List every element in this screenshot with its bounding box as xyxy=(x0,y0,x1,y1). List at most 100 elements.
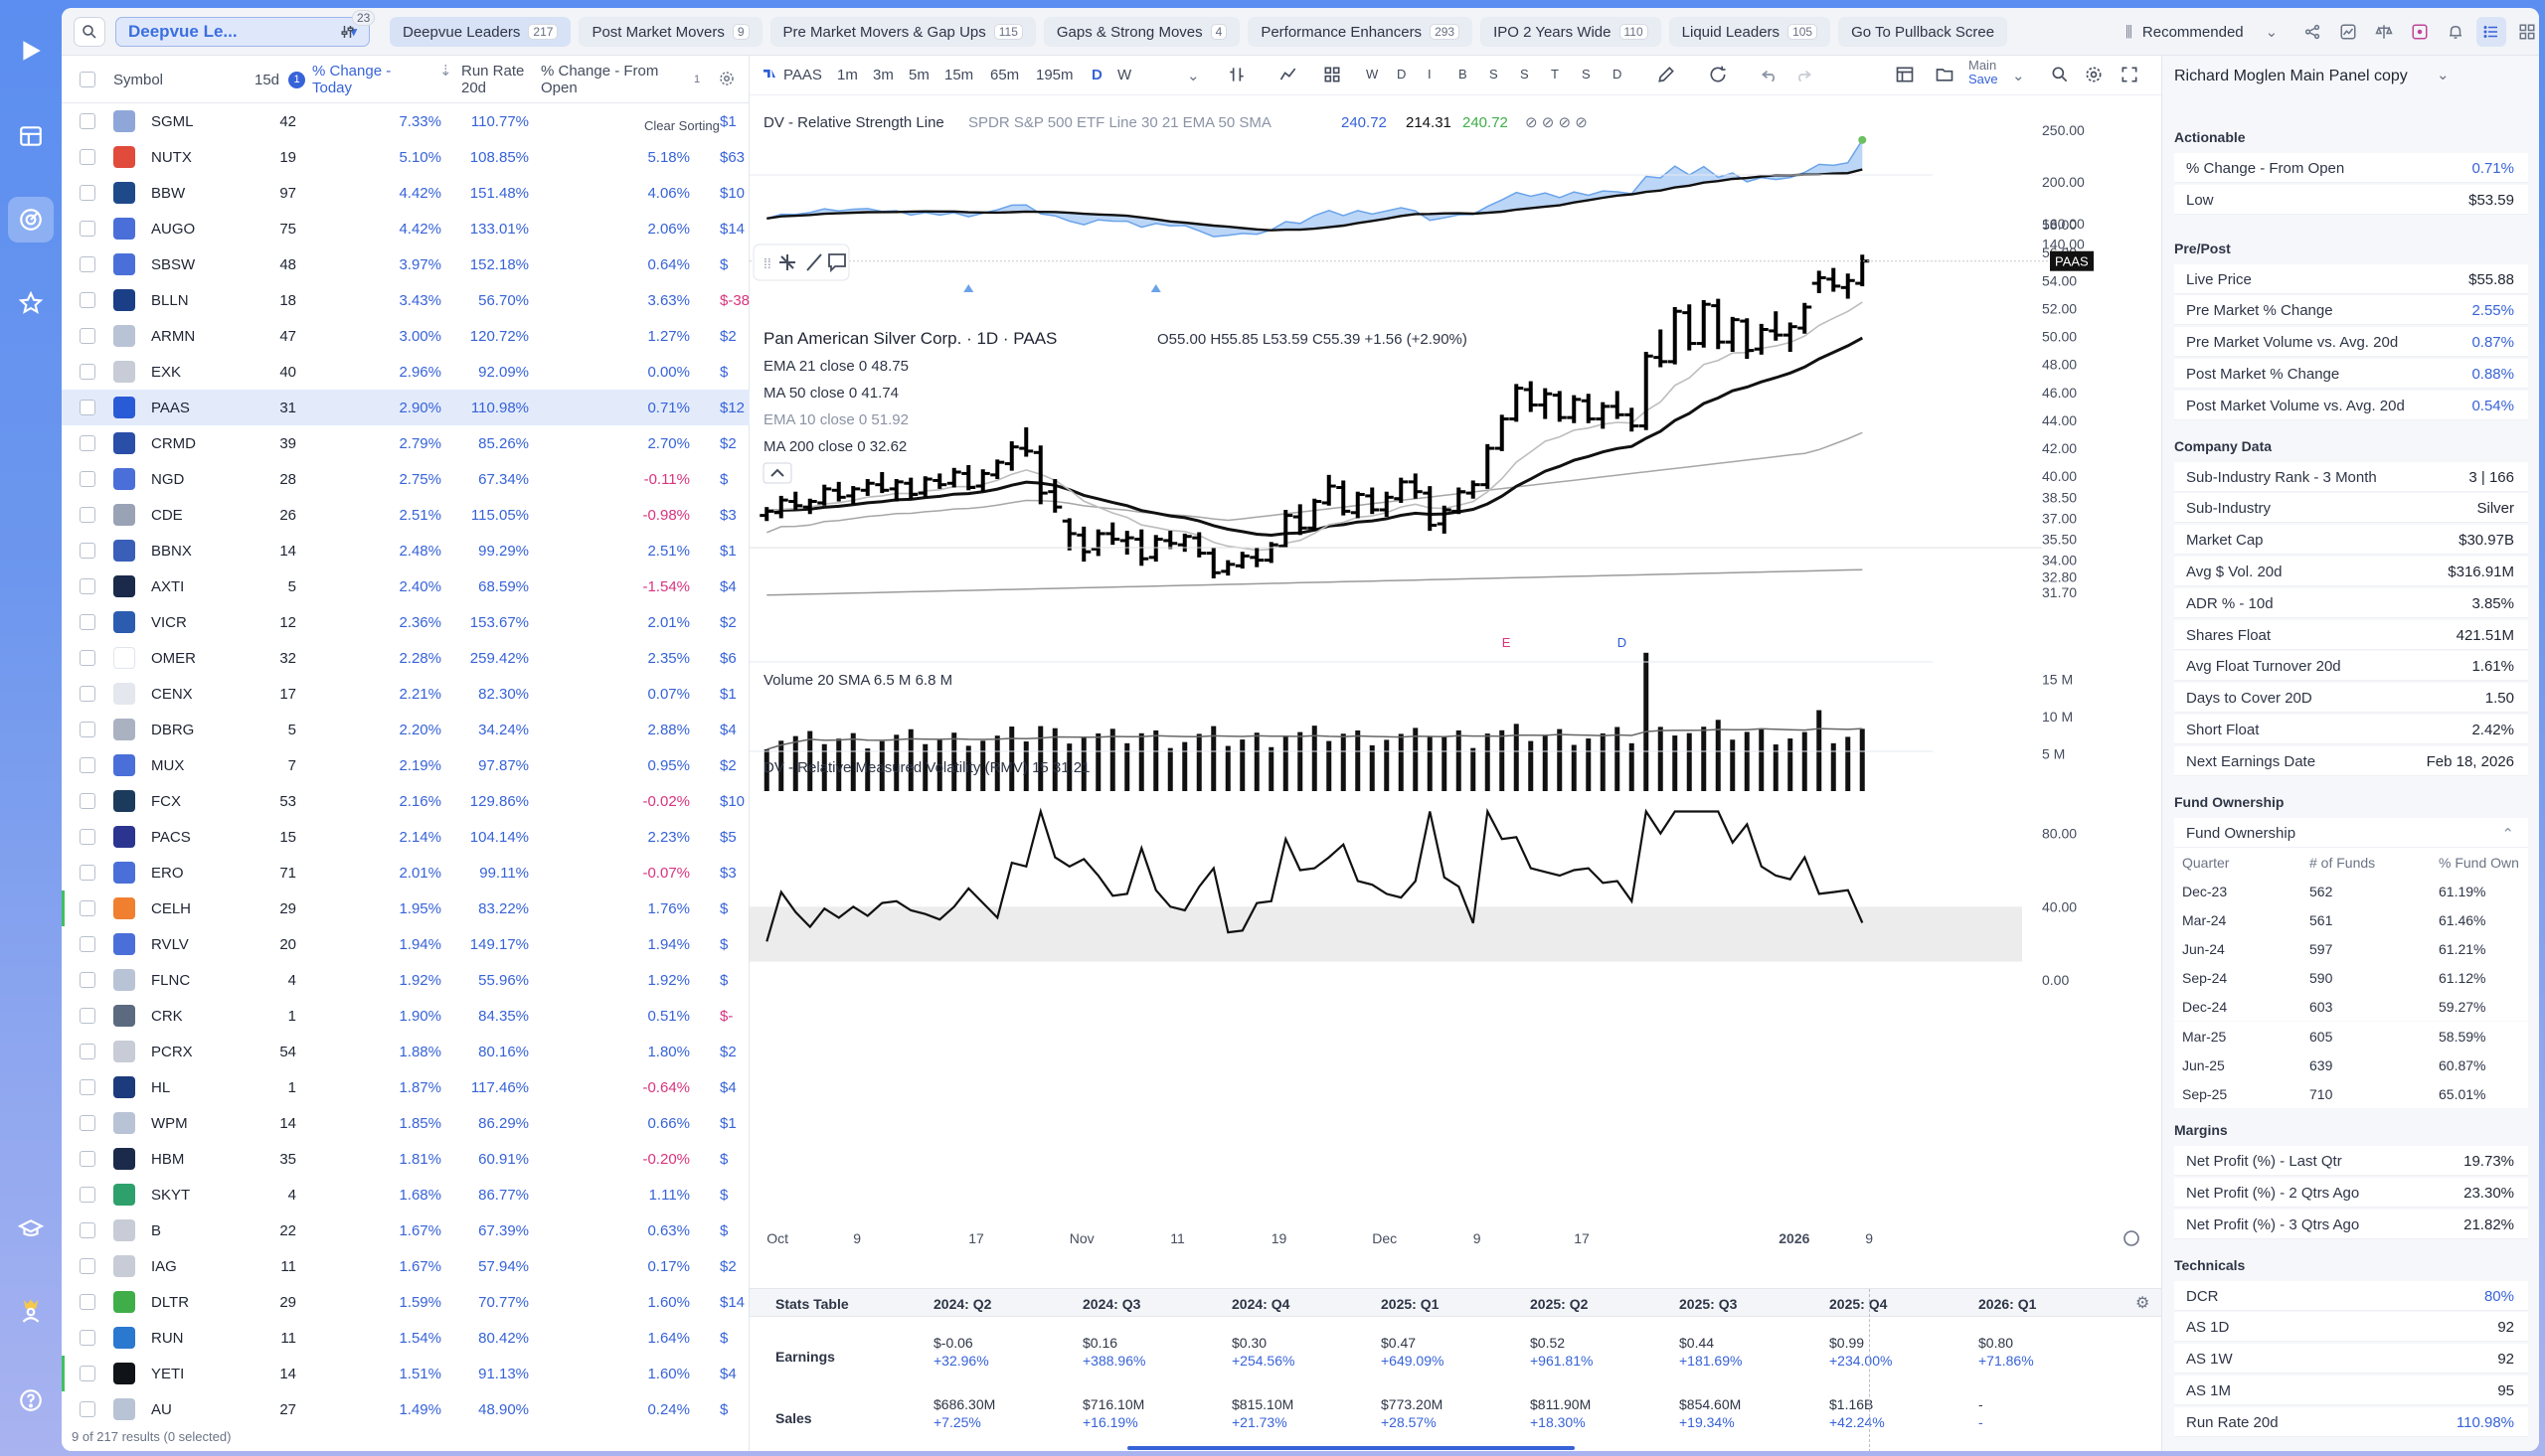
table-row[interactable]: NUTX 19 5.10% 108.85% 5.18% $63 xyxy=(62,139,750,175)
education-icon[interactable] xyxy=(8,1207,54,1252)
undo-icon[interactable] xyxy=(1760,65,1780,88)
company-row[interactable]: Market Cap $30.97B xyxy=(2174,525,2528,556)
row-checkbox[interactable] xyxy=(80,686,95,702)
panel-title[interactable]: Richard Moglen Main Panel copy xyxy=(2174,68,2408,84)
tab-5[interactable]: IPO 2 Years Wide 110 xyxy=(1480,17,1661,47)
scan-icon[interactable] xyxy=(8,197,54,243)
table-row[interactable]: ARMN 47 3.00% 120.72% 1.27% $2 xyxy=(62,318,750,354)
row-checkbox[interactable] xyxy=(80,149,95,165)
col-run-rate[interactable]: Run Rate 20d xyxy=(461,63,525,96)
table-row[interactable]: RUN 11 1.54% 80.42% 1.64% $ xyxy=(62,1320,750,1356)
row-checkbox[interactable] xyxy=(80,1079,95,1095)
table-row[interactable]: WPM 14 1.85% 86.29% 0.66% $1 xyxy=(62,1105,750,1141)
refresh-icon[interactable] xyxy=(1708,65,1728,88)
tech-row[interactable]: DCR 80% xyxy=(2174,1280,2528,1311)
col-change-today[interactable]: % Change - Today xyxy=(312,63,392,96)
row-checkbox[interactable] xyxy=(80,1366,95,1381)
interval-65m[interactable]: 65m xyxy=(990,67,1020,83)
row-checkbox[interactable] xyxy=(80,578,95,594)
table-row[interactable]: CRK 1 1.90% 84.35% 0.51% $- xyxy=(62,998,750,1034)
indicators-icon[interactable] xyxy=(1278,65,1298,88)
drag-handle-icon[interactable]: ⁞⁞ xyxy=(764,255,771,271)
interval-3m[interactable]: 3m xyxy=(873,67,894,83)
table-row[interactable]: AUGO 75 4.42% 133.01% 2.06% $14 xyxy=(62,211,750,246)
col-symbol[interactable]: Symbol xyxy=(113,72,164,88)
row-checkbox[interactable] xyxy=(80,614,95,630)
company-row[interactable]: ADR % - 10d 3.85% xyxy=(2174,587,2528,618)
interval-W[interactable]: W xyxy=(1117,67,1132,83)
table-row[interactable]: FLNC 4 1.92% 55.96% 1.92% $ xyxy=(62,962,750,998)
filter-button[interactable]: 23 xyxy=(330,10,376,47)
bars-style-icon[interactable] xyxy=(1227,65,1247,88)
row-checkbox[interactable] xyxy=(80,900,95,916)
tab-6[interactable]: Liquid Leaders 105 xyxy=(1668,17,1831,47)
table-row[interactable]: OMER 32 2.28% 259.42% 2.35% $6 xyxy=(62,640,750,676)
table-row[interactable]: B 22 1.67% 67.39% 0.63% $ xyxy=(62,1213,750,1248)
period-letter[interactable]: W xyxy=(1366,67,1379,81)
grid-view-icon[interactable] xyxy=(2512,17,2539,47)
redo-icon[interactable] xyxy=(1793,65,1813,88)
row-checkbox[interactable] xyxy=(80,650,95,666)
tab-3[interactable]: Gaps & Strong Moves 4 xyxy=(1043,17,1241,47)
margins-row[interactable]: Net Profit (%) - 2 Qtrs Ago 23.30% xyxy=(2174,1178,2528,1208)
actionable-row[interactable]: % Change - From Open 0.71% xyxy=(2174,153,2528,183)
company-row[interactable]: Sub-Industry Rank - 3 Month 3 | 166 xyxy=(2174,461,2528,492)
row-checkbox[interactable] xyxy=(80,1401,95,1417)
settings-icon[interactable] xyxy=(2084,65,2104,88)
col-change-open[interactable]: % Change - From Open xyxy=(541,63,659,96)
layout-name[interactable]: Main Save xyxy=(1968,59,1998,86)
tech-row[interactable]: AS 1D 92 xyxy=(2174,1312,2528,1343)
folder-icon[interactable] xyxy=(1935,65,1954,88)
row-checkbox[interactable] xyxy=(80,1258,95,1274)
table-row[interactable]: NGD 28 2.75% 67.34% -0.11% $ xyxy=(62,461,750,497)
row-checkbox[interactable] xyxy=(80,471,95,487)
table-row[interactable]: SKYT 4 1.68% 86.77% 1.11% $ xyxy=(62,1177,750,1213)
tech-row[interactable]: AS 1M 95 xyxy=(2174,1375,2528,1405)
company-row[interactable]: Avg Float Turnover 20d 1.61% xyxy=(2174,651,2528,682)
row-checkbox[interactable] xyxy=(80,829,95,845)
row-checkbox[interactable] xyxy=(80,1044,95,1059)
price-chart[interactable]: ED 250.00200.00160.00140.0058.0056.0054.… xyxy=(750,95,2161,1288)
period-letter[interactable]: D xyxy=(1612,67,1622,81)
table-row[interactable]: IAG 11 1.67% 57.94% 0.17% $2 xyxy=(62,1248,750,1284)
row-checkbox[interactable] xyxy=(80,793,95,809)
interval-5m[interactable]: 5m xyxy=(909,67,930,83)
help-icon[interactable] xyxy=(8,1377,54,1423)
prepost-row[interactable]: Pre Market % Change 2.55% xyxy=(2174,295,2528,326)
interval-1m[interactable]: 1m xyxy=(837,67,858,83)
collapse-legend-button[interactable] xyxy=(763,462,792,484)
scale-icon[interactable] xyxy=(2369,17,2399,47)
table-row[interactable]: PACS 15 2.14% 104.14% 2.23% $5 xyxy=(62,819,750,855)
row-checkbox[interactable] xyxy=(80,400,95,415)
row-checkbox[interactable] xyxy=(80,1187,95,1203)
actionable-row[interactable]: Low $53.59 xyxy=(2174,184,2528,215)
sort-dropdown[interactable]: Recommended xyxy=(2141,23,2244,41)
prepost-row[interactable]: Post Market Volume vs. Avg. 20d 0.54% xyxy=(2174,390,2528,420)
layout-icon[interactable] xyxy=(8,113,54,159)
row-checkbox[interactable] xyxy=(80,936,95,952)
col-rank[interactable]: 15d xyxy=(254,72,280,88)
margins-row[interactable]: Net Profit (%) - Last Qtr 19.73% xyxy=(2174,1146,2528,1177)
company-row[interactable]: Short Float 2.42% xyxy=(2174,715,2528,744)
table-row[interactable]: AU 27 1.49% 48.90% 0.24% $ xyxy=(62,1391,750,1427)
row-checkbox[interactable] xyxy=(80,435,95,451)
table-row[interactable]: CDE 26 2.51% 115.05% -0.98% $3 xyxy=(62,497,750,533)
row-checkbox[interactable] xyxy=(80,865,95,881)
alert-icon[interactable] xyxy=(2405,17,2435,47)
crosshair-tool-icon[interactable] xyxy=(779,254,795,270)
company-row[interactable]: Sub-Industry Silver xyxy=(2174,493,2528,524)
layout-switch-icon[interactable] xyxy=(1895,65,1915,88)
period-letter[interactable]: S xyxy=(1582,67,1591,81)
dividend-marker[interactable]: D xyxy=(1617,635,1626,650)
row-checkbox[interactable] xyxy=(80,1222,95,1238)
table-row[interactable]: CRMD 39 2.79% 85.26% 2.70% $2 xyxy=(62,425,750,461)
user-crown-icon[interactable] xyxy=(8,1288,54,1334)
row-checkbox[interactable] xyxy=(80,1294,95,1310)
row-checkbox[interactable] xyxy=(80,185,95,201)
table-row[interactable]: BLLN 18 3.43% 56.70% 3.63% $-38 xyxy=(62,282,750,318)
gear-icon[interactable] xyxy=(718,70,736,91)
clear-sorting-button[interactable]: Clear Sorting xyxy=(644,118,720,133)
company-row[interactable]: Avg $ Vol. 20d $316.91M xyxy=(2174,557,2528,586)
interval-D[interactable]: D xyxy=(1092,67,1103,83)
period-letter[interactable]: I xyxy=(1428,67,1432,81)
